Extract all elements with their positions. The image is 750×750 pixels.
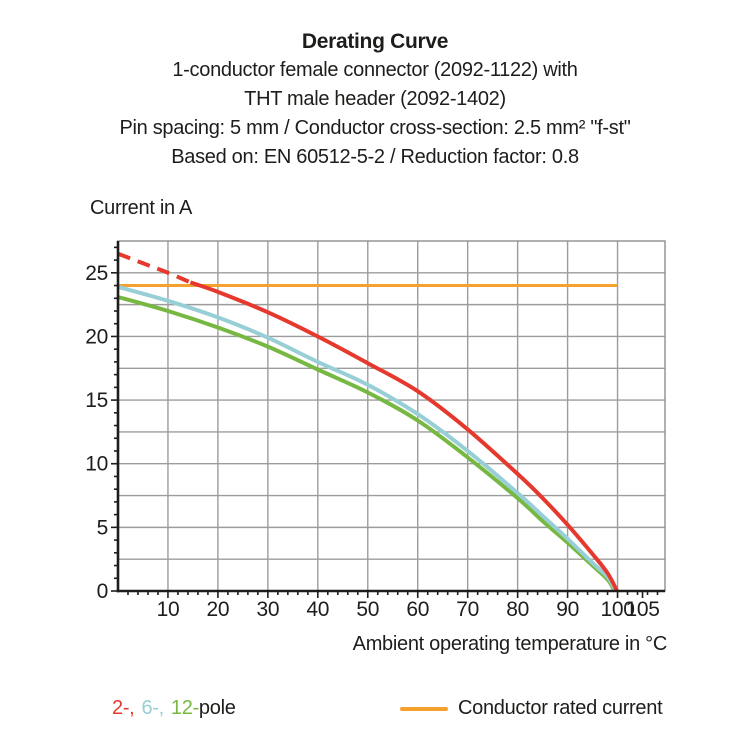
svg-text:80: 80 [506,598,529,621]
svg-text:70: 70 [456,598,479,621]
svg-text:60: 60 [406,598,429,621]
svg-text:105: 105 [625,598,659,621]
svg-text:5: 5 [97,516,108,539]
title-block: Derating Curve 1-conductor female connec… [0,27,750,172]
legend-pole-suffix: pole [198,697,236,719]
subtitle-line-4: Based on: EN 60512-5-2 / Reduction facto… [171,146,579,168]
axis-ticks [111,246,659,598]
x-axis-label: Ambient operating temperature in °C [352,633,668,655]
svg-text:50: 50 [356,598,379,621]
subtitle-line-3: Pin spacing: 5 mm / Conductor cross-sect… [119,117,631,139]
svg-text:90: 90 [556,598,579,621]
svg-text:15: 15 [85,389,108,412]
legend-6-pole: 6-, [141,697,164,719]
gridlines [118,241,665,591]
svg-text:10: 10 [85,453,108,476]
legend-2-pole: 2-, [112,697,135,719]
y-axis-label: Current in A [90,197,193,219]
svg-text:20: 20 [85,325,108,348]
svg-text:40: 40 [306,598,329,621]
subtitle-line-2: THT male header (2092-1402) [244,88,506,110]
rated-current-legend-label: Conductor rated current [458,697,663,719]
series-12-pole [117,295,617,593]
series-2-pole-projected-above-rated-current [117,251,192,285]
svg-text:30: 30 [256,598,279,621]
pole-count-legend: 2-, 6-, 12-pole [112,697,236,720]
plot-frame [117,240,666,592]
series-2-pole [189,280,619,592]
y-tick-labels: 0 5 10 15 20 25 [85,262,108,603]
svg-text:100: 100 [600,598,634,621]
chart-title: Derating Curve [301,30,449,53]
legend-row: 2-, 6-, 12-pole Conductor rated current [0,694,750,726]
svg-text:20: 20 [207,598,230,621]
svg-text:0: 0 [97,580,108,603]
legend-12-pole: 12- [170,697,199,719]
rated-current-line-swatch [400,707,448,711]
svg-text:25: 25 [85,262,108,285]
subtitle-line-1: 1-conductor female connector (2092-1122)… [172,59,578,81]
series-6-pole [117,284,618,592]
svg-text:10: 10 [157,598,180,621]
